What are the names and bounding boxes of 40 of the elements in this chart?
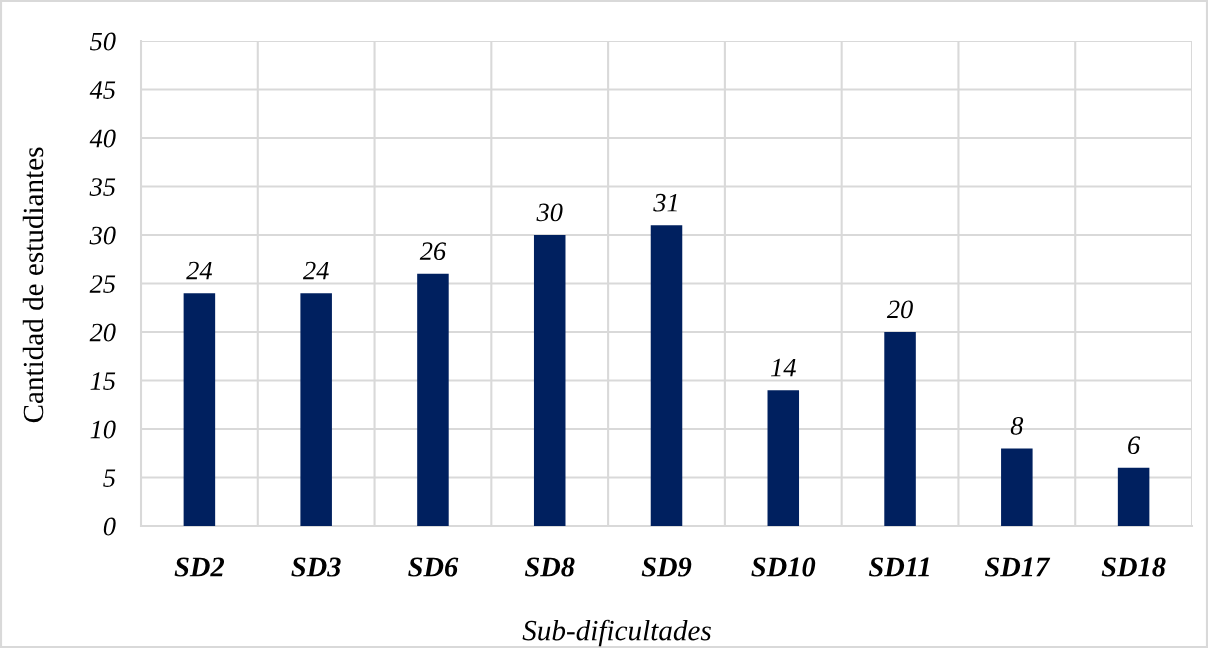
bar [767, 390, 800, 526]
x-tick-label: SD18 [1101, 557, 1166, 577]
bar [884, 332, 916, 526]
data-label: 30 [536, 203, 563, 222]
bar [300, 293, 332, 526]
data-label: 24 [302, 261, 329, 280]
x-tick-label: SD6 [408, 557, 459, 577]
data-label: 6 [1128, 436, 1141, 455]
y-tick-label: 5 [103, 469, 116, 487]
data-label: 31 [653, 193, 677, 212]
y-axis-title: Cantidad de estudiantes [22, 147, 44, 423]
x-tick-label: SD10 [751, 557, 816, 577]
y-tick-label: 15 [90, 372, 116, 390]
y-tick-label: 40 [89, 129, 116, 148]
y-tick-label: 0 [103, 517, 116, 536]
data-label: 24 [186, 261, 212, 280]
bar [1001, 448, 1033, 526]
y-tick-label: 35 [89, 178, 116, 196]
bar [183, 293, 216, 526]
x-tick-label: SD17 [984, 557, 1051, 577]
y-tick-label: 50 [90, 32, 116, 51]
x-tick-label: SD3 [291, 557, 341, 577]
bar [1117, 467, 1150, 526]
data-label: 8 [1010, 416, 1024, 435]
data-label: 20 [886, 300, 913, 319]
y-tick-label: 20 [89, 323, 116, 342]
x-axis-title: Sub-dificultades [522, 619, 711, 647]
bar [650, 225, 683, 526]
data-label: 14 [771, 358, 796, 377]
y-tick-label: 25 [89, 275, 116, 293]
x-tick-label: SD2 [174, 557, 225, 577]
x-tick-label: SD11 [868, 557, 929, 577]
bar [417, 273, 449, 526]
x-tick-label: SD8 [524, 557, 575, 577]
bar [533, 235, 566, 526]
y-tick-label: 30 [89, 226, 116, 245]
data-label: 26 [419, 242, 447, 261]
y-tick-label: 45 [89, 81, 116, 99]
y-tick-label: 10 [90, 420, 116, 439]
x-tick-label: SD9 [641, 557, 692, 577]
